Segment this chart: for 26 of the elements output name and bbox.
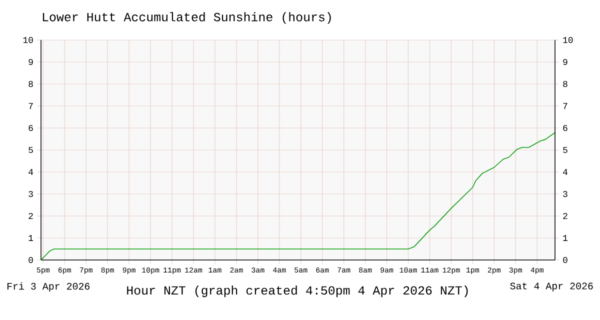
chart-title: Lower Hutt Accumulated Sunshine (hours) [42,12,331,24]
y2-tick-label: 9 [563,58,568,66]
y-tick-label: 5 [28,147,33,154]
y-tick-label: 7 [28,103,33,109]
y2-tick-label: 6 [563,124,568,132]
y2-tick-label: 0 [563,256,568,264]
x-axis-title: Hour NZT (graph created 4:50pm 4 Apr 2026 NZT) [127,286,468,298]
y-tick-label: 6 [28,124,33,132]
y-tick-label: 0 [28,256,33,264]
y-tick-label: 9 [28,58,33,66]
y-tick-label: 1 [28,235,34,241]
text: Fri 3 Apr 2026 [7,282,90,292]
y-tick-label: 8 [28,80,33,88]
y2-tick-label: 4 [562,169,568,175]
y-tick-label: 10 [23,36,33,44]
y-tick-label: 4 [28,169,34,175]
text: Sat 4 Apr 2026 [510,282,593,292]
y-tick-label: 2 [28,213,33,219]
y-tick-label: 3 [28,190,33,198]
y2-tick-label: 7 [563,103,568,109]
y2-tick-label: 8 [563,80,568,88]
y2-tick-label: 1 [563,235,568,241]
y2-tick-label: 3 [563,190,568,198]
y2-tick-label: 10 [563,36,573,44]
y2-tick-label: 5 [563,147,568,154]
y2-tick-label: 2 [563,213,568,219]
